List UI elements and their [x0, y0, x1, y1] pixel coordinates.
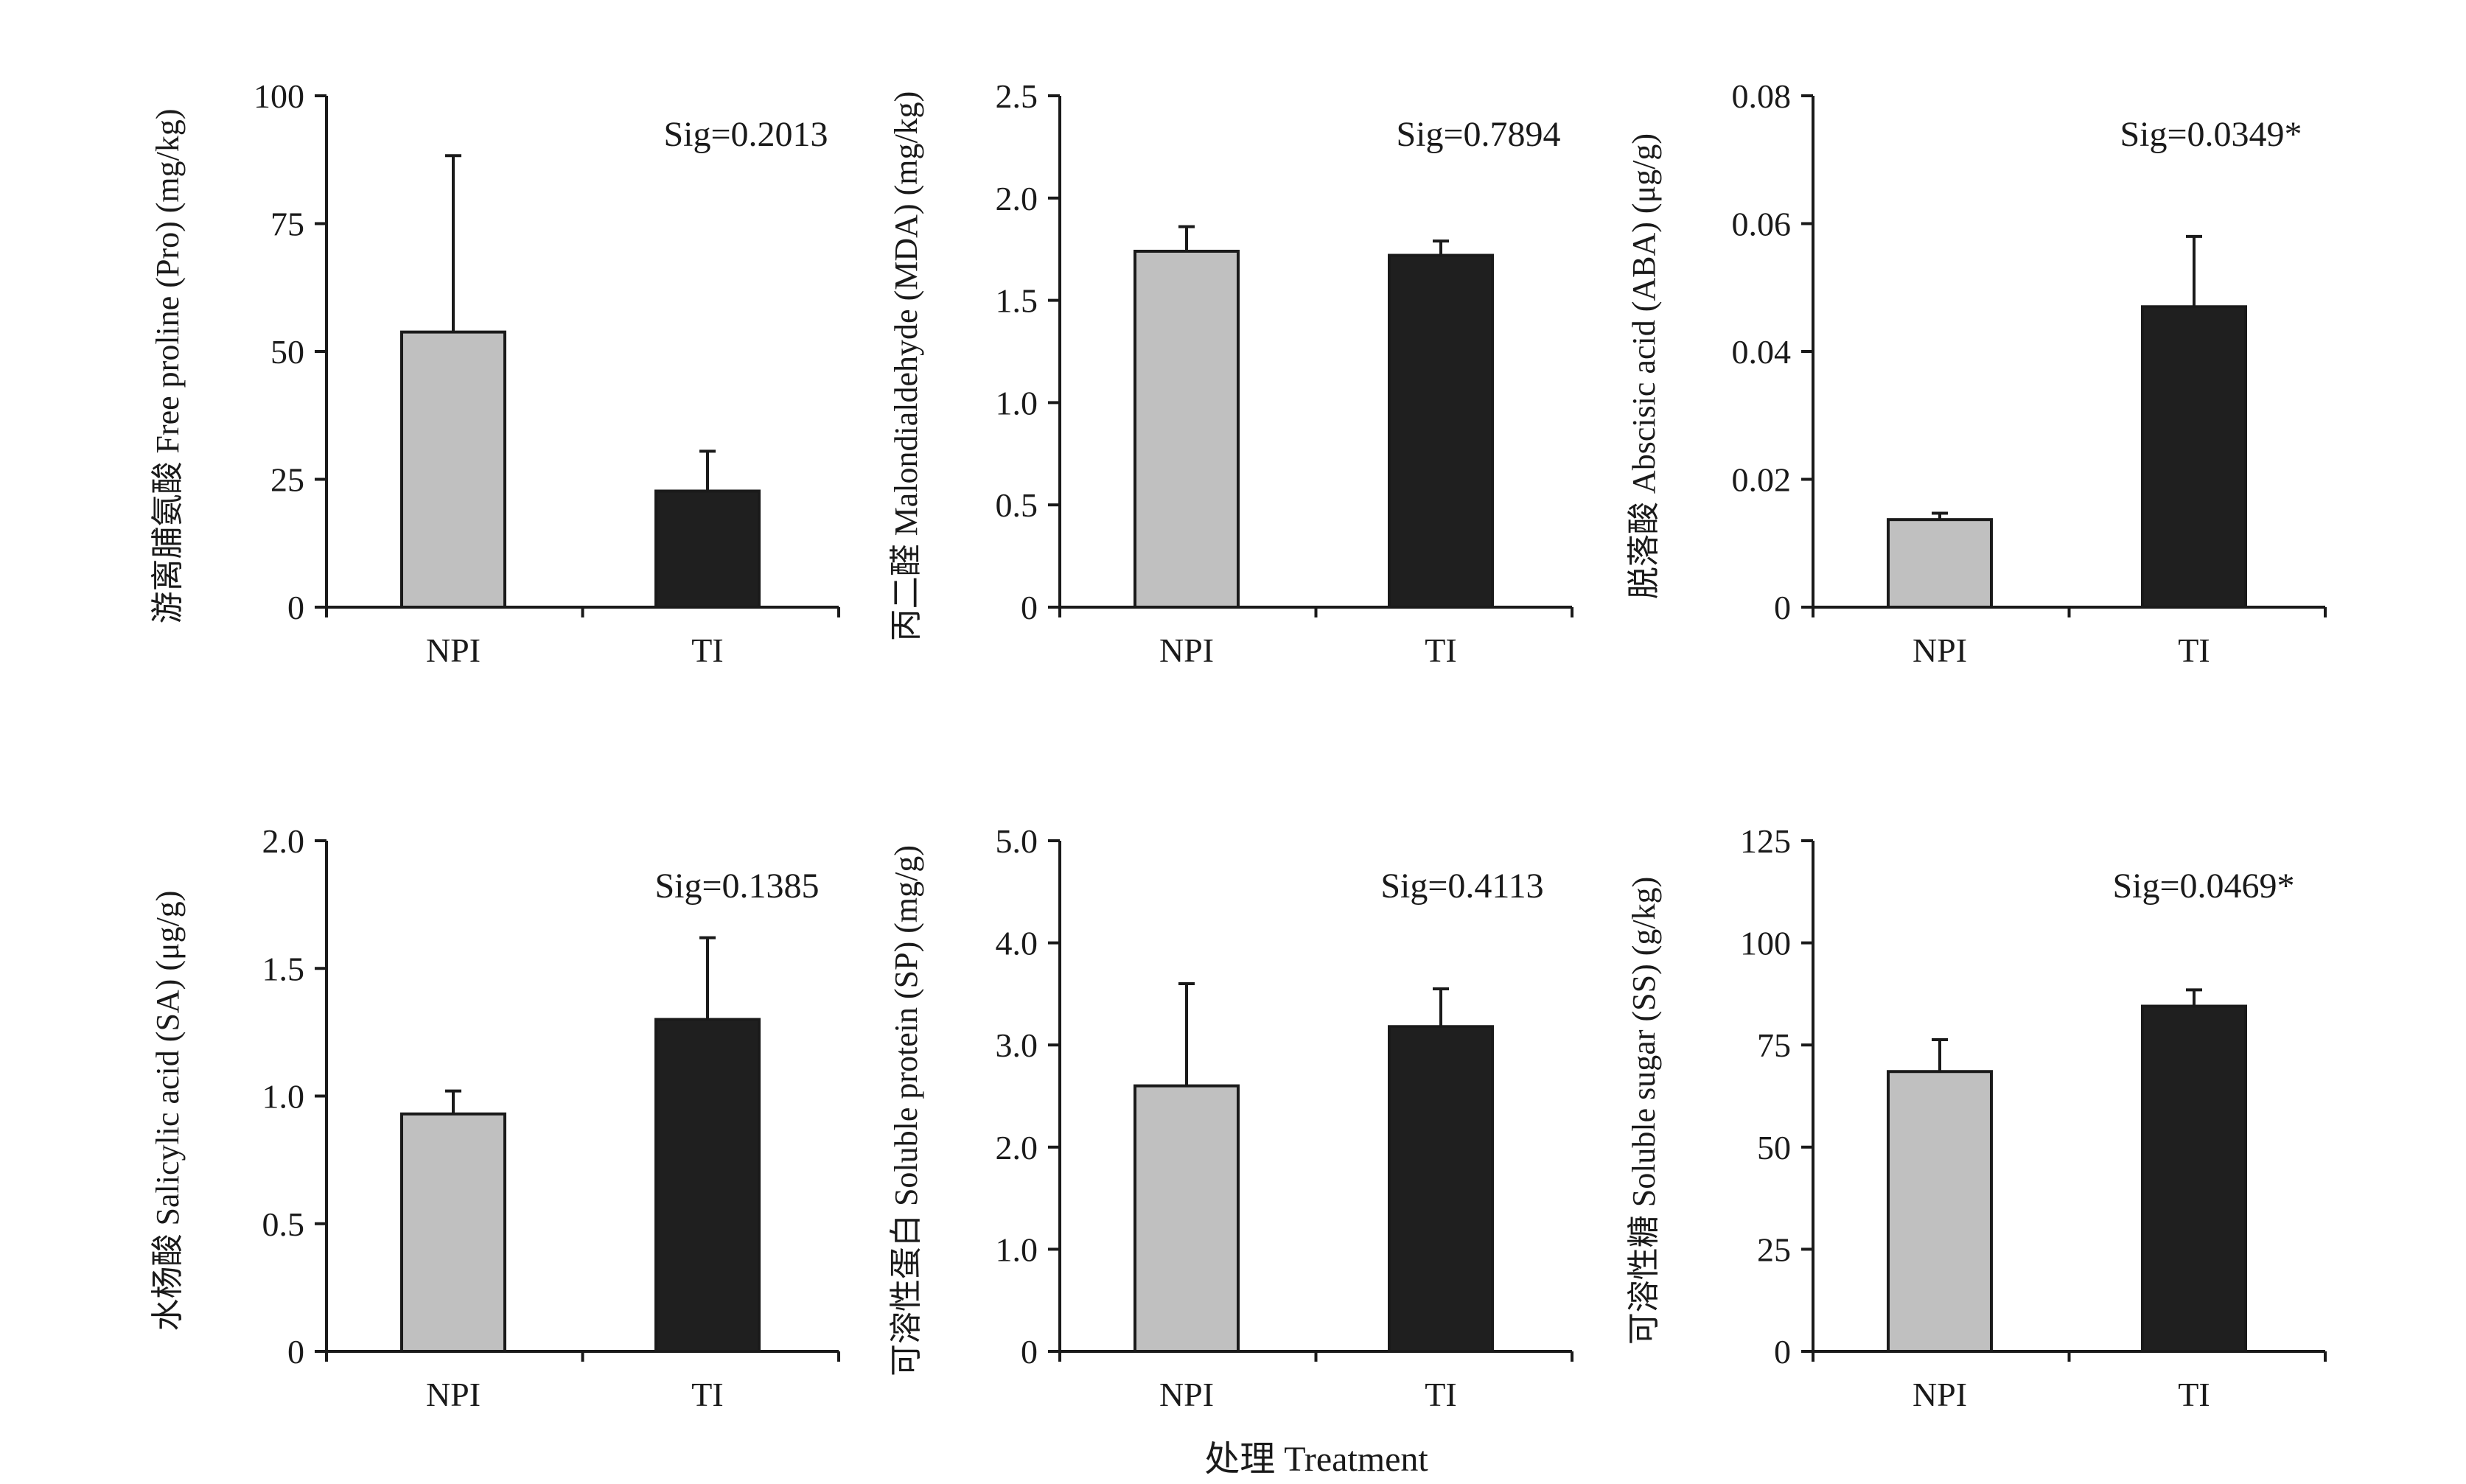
bar-npi: [1134, 249, 1240, 609]
category-label-ti: TI: [691, 631, 723, 669]
chart-panel-4: 0 0.5 1.0 1.5 2.0 NPI TI Sig=0.1385 水杨酸 Salicyli…: [150, 822, 840, 1413]
bar-ti: [654, 489, 761, 609]
y-tick-label: 0: [287, 589, 304, 626]
y-tick-label: 1.5: [996, 282, 1038, 320]
y-tick-label: 0.06: [1732, 206, 1792, 243]
chart-panel-3: 0 0.02 0.04 0.06 0.08 NPI TI Sig=0.0349* 脱落酸 Abs…: [1626, 77, 2327, 669]
y-axis-title: 可溶性蛋白 Soluble protein (SP) (mg/g): [888, 845, 924, 1376]
bar-ti: [654, 1018, 761, 1354]
y-tick-label: 1.5: [262, 950, 305, 987]
category-label-npi: NPI: [1159, 1376, 1214, 1413]
category-label-npi: NPI: [426, 1376, 481, 1413]
significance-label: Sig=0.2013: [663, 115, 828, 154]
error-bar-npi: [445, 1089, 461, 1114]
error-bar-npi: [1178, 982, 1195, 1086]
y-tick-label: 4.0: [996, 925, 1038, 962]
chart-panels: 0 25 50 75 100 NPI TI Sig=0.2013 游离脯氨酸 Free prol…: [150, 77, 2327, 1413]
error-bar-npi: [1932, 1037, 1948, 1072]
y-tick-label: 1.0: [262, 1078, 305, 1116]
y-tick-label: 2.0: [262, 822, 305, 860]
y-axis-title: 水杨酸 Salicylic acid (SA) (μg/g): [150, 891, 186, 1331]
bar-npi: [400, 330, 506, 609]
y-tick-label: 2.5: [996, 77, 1038, 115]
error-bar-npi: [1178, 225, 1195, 251]
y-tick-label: 0.04: [1732, 333, 1792, 371]
category-label-ti: TI: [1425, 631, 1456, 669]
error-bar-ti: [1433, 987, 1449, 1027]
y-tick-label: 0.08: [1732, 77, 1792, 115]
y-tick-label: 1.0: [996, 1231, 1038, 1268]
y-tick-label: 25: [270, 461, 304, 499]
error-bar-ti: [1433, 239, 1449, 256]
x-axis-title: 处理 Treatment: [1204, 1440, 1428, 1479]
category-label-npi: NPI: [1913, 631, 1967, 669]
bar-ti: [2141, 1004, 2247, 1353]
chart-panel-1: 0 25 50 75 100 NPI TI Sig=0.2013 游离脯氨酸 Free prol…: [150, 77, 840, 669]
bar-npi: [400, 1112, 506, 1353]
significance-label: Sig=0.0469*: [2112, 867, 2294, 906]
y-tick-label: 75: [1757, 1026, 1791, 1064]
category-label-ti: TI: [2178, 631, 2210, 669]
y-tick-label: 0.02: [1732, 461, 1792, 499]
error-bar-ti: [2186, 988, 2202, 1007]
bar-ti: [1388, 253, 1494, 609]
category-label-npi: NPI: [426, 631, 481, 669]
y-tick-label: 75: [270, 206, 304, 243]
error-bar-ti: [699, 936, 716, 1020]
y-tick-label: 50: [1757, 1129, 1791, 1166]
y-tick-label: 0: [1021, 589, 1038, 626]
bar-npi: [1134, 1084, 1240, 1353]
error-bar-ti: [2186, 234, 2202, 307]
chart-panel-6: 0 25 50 75 100 125 NPI TI Sig=0.0469* 可溶性糖 Solubl…: [1626, 822, 2327, 1413]
y-tick-label: 0: [1774, 1333, 1791, 1371]
y-tick-label: 50: [270, 333, 304, 371]
y-tick-label: 0.5: [262, 1205, 305, 1243]
y-tick-label: 5.0: [996, 822, 1038, 860]
y-tick-label: 1.0: [996, 384, 1038, 421]
y-axis-title: 可溶性糖 Soluble sugar (SS) (g/kg): [1626, 877, 1662, 1345]
bar-npi: [1887, 518, 1993, 609]
category-label-ti: TI: [2178, 1376, 2210, 1413]
y-tick-label: 2.0: [996, 1129, 1038, 1166]
significance-label: Sig=0.7894: [1396, 115, 1560, 154]
y-tick-label: 125: [1740, 822, 1791, 860]
y-axis-title: 丙二醛 Malondialdehyde (MDA) (mg/kg): [888, 91, 924, 642]
category-label-ti: TI: [1425, 1376, 1456, 1413]
y-tick-label: 100: [1740, 925, 1791, 962]
error-bar-npi: [1932, 511, 1948, 520]
y-tick-label: 0: [287, 1333, 304, 1371]
y-tick-label: 0: [1021, 1333, 1038, 1371]
error-bar-ti: [699, 449, 716, 491]
significance-label: Sig=0.1385: [654, 867, 819, 906]
chart-panel-5: 0 1.0 2.0 3.0 4.0 5.0 NPI TI Sig=0.4113 可溶性蛋白 Sol…: [888, 822, 1573, 1413]
y-tick-label: 100: [254, 77, 304, 115]
error-bar-npi: [445, 154, 461, 332]
bar-ti: [1388, 1025, 1494, 1353]
category-label-npi: NPI: [1159, 631, 1214, 669]
y-axis-title: 游离脯氨酸 Free proline (Pro) (mg/kg): [150, 109, 186, 624]
y-tick-label: 0: [1774, 589, 1791, 626]
y-tick-label: 3.0: [996, 1026, 1038, 1064]
bar-npi: [1887, 1070, 1993, 1353]
y-axis-title: 脱落酸 Abscisic acid (ABA) (μg/g): [1626, 133, 1662, 599]
category-label-ti: TI: [691, 1376, 723, 1413]
significance-label: Sig=0.4113: [1380, 867, 1543, 906]
category-label-npi: NPI: [1913, 1376, 1967, 1413]
y-tick-label: 25: [1757, 1231, 1791, 1268]
significance-label: Sig=0.0349*: [2120, 115, 2302, 154]
bar-ti: [2141, 305, 2247, 609]
chart-panel-2: 0 0.5 1.0 1.5 2.0 2.5 NPI TI Sig=0.7894 丙二醛 Malon…: [888, 77, 1573, 669]
y-tick-label: 2.0: [996, 180, 1038, 217]
y-tick-label: 0.5: [996, 486, 1038, 524]
